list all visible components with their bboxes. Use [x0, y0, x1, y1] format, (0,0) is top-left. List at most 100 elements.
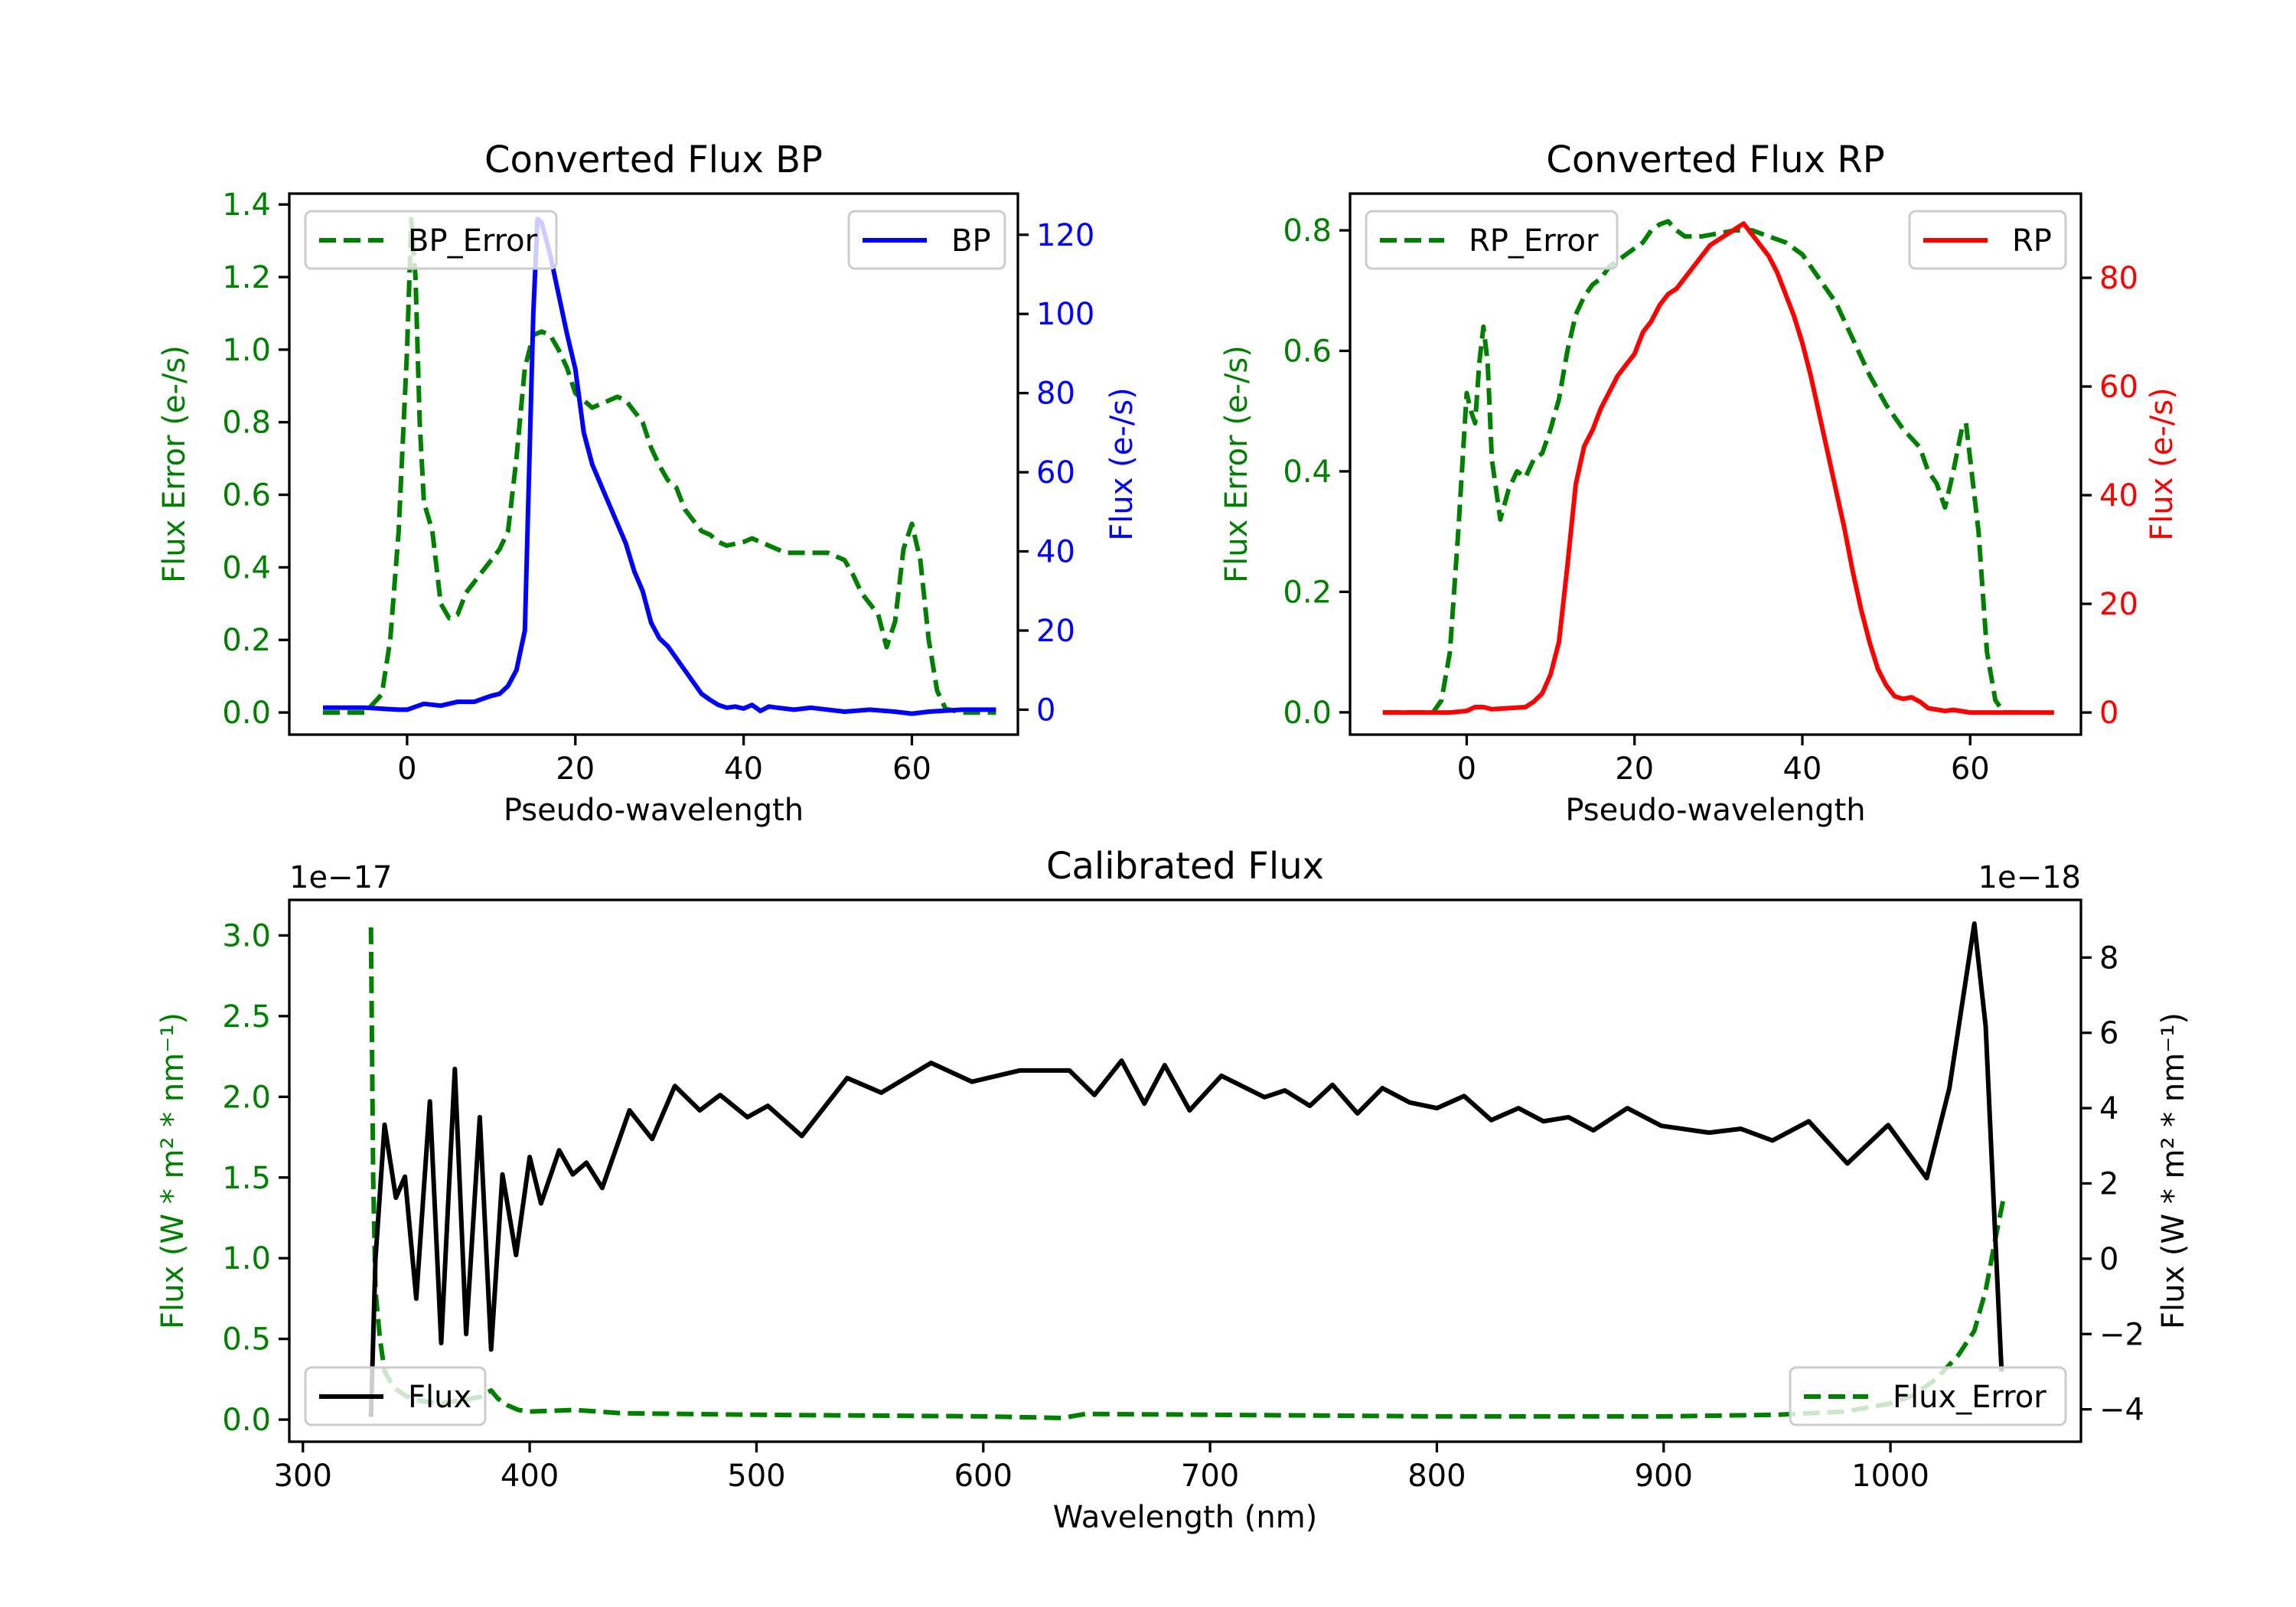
- x-axis-label: Pseudo-wavelength: [1565, 793, 1865, 828]
- y-left-tick-label: 0.8: [1283, 214, 1332, 249]
- x-tick-label: 20: [556, 751, 595, 787]
- y-left-tick-label: 0.2: [1283, 575, 1332, 610]
- y-right-tick-label: 60: [1036, 455, 1075, 491]
- bp-flux-chart: 0 20 40 60 0.0 0.2 0.4 0.6 0.8 1.0 1.2 1.4 0 20 40 60 80…: [157, 139, 1140, 828]
- x-tick-label: 800: [1407, 1459, 1466, 1494]
- legend-bp: BP: [847, 210, 1006, 270]
- series-line-rp-error: [1382, 219, 2021, 715]
- y-right-tick-label: 6: [2099, 1016, 2118, 1051]
- y-right-tick-label: 8: [2099, 940, 2118, 976]
- plot-area: [323, 217, 996, 716]
- y-left-tick-label: 0.2: [222, 623, 271, 658]
- calibrated-flux-chart: 300 400 500 600 700 800 900 1000 0.0 0.5 1.0 1.5 2.0…: [155, 845, 2191, 1535]
- y-left-tick-label: 2.0: [222, 1080, 271, 1115]
- y-right-tick-label: 80: [1036, 376, 1075, 412]
- y-right-axis-label: Flux (e-/s): [1104, 387, 1140, 540]
- y-right-tick-label: 100: [1036, 297, 1094, 332]
- legend-bp-error: BP_Error: [304, 210, 558, 270]
- chart-title: Converted Flux BP: [484, 139, 823, 181]
- y-right-tick-label: 120: [1036, 218, 1094, 253]
- legend-frame: [304, 1366, 487, 1426]
- y-right-tick-label: 0: [2099, 1242, 2118, 1277]
- y-right-tick-label: 20: [1036, 614, 1075, 649]
- y-left-axis-label: Flux (W * m² * nm⁻¹): [155, 1012, 191, 1329]
- y-left-tick-label: 1.5: [222, 1161, 271, 1196]
- y-left-tick-label: 1.2: [222, 260, 271, 295]
- x-tick-label: 40: [1783, 751, 1822, 787]
- series-line-flux: [368, 921, 2004, 1417]
- legend-rp-error: RP_Error: [1365, 210, 1619, 270]
- x-tick-label: 1000: [1851, 1459, 1929, 1494]
- legend-flux-error: Flux_Error: [1789, 1366, 2067, 1426]
- y-right-tick-label: 20: [2099, 587, 2138, 622]
- y-left-tick-label: 0.4: [1283, 455, 1332, 490]
- x-tick-label: 700: [1181, 1459, 1239, 1494]
- series-line-rp: [1382, 221, 2054, 715]
- y-right-axis-label: Flux (e-/s): [2144, 387, 2180, 540]
- x-axis-label: Pseudo-wavelength: [504, 793, 804, 828]
- x-tick-label: 300: [274, 1459, 332, 1494]
- x-tick-label: 900: [1635, 1459, 1693, 1494]
- plot-area: [1382, 219, 2054, 715]
- x-tick-label: 60: [1951, 751, 1990, 787]
- y-right-tick-label: 4: [2099, 1091, 2118, 1126]
- x-tick-label: 600: [954, 1459, 1013, 1494]
- x-tick-label: 400: [501, 1459, 559, 1494]
- y-left-tick-label: 3.0: [222, 918, 271, 953]
- legend-label: RP: [2012, 223, 2052, 259]
- y-right-tick-label: 80: [2099, 261, 2138, 296]
- y-left-tick-label: 1.0: [222, 1241, 271, 1276]
- series-line-flux-error: [368, 927, 2007, 1420]
- y-right-tick-label: 2: [2099, 1166, 2118, 1201]
- legend-rp: RP: [1908, 210, 2067, 270]
- series-line-bp: [323, 217, 996, 716]
- legend-frame: [1789, 1366, 2067, 1426]
- x-tick-label: 0: [1457, 751, 1476, 787]
- y-left-tick-label: 0.5: [222, 1322, 271, 1358]
- y-right-tick-label: 0: [2099, 696, 2118, 731]
- y-right-tick-label: −2: [2099, 1317, 2144, 1352]
- legend-frame: [304, 210, 558, 270]
- legend-label: RP_Error: [1469, 223, 1599, 259]
- x-tick-label: 40: [724, 751, 763, 787]
- y-left-tick-label: 1.4: [222, 187, 271, 223]
- legend-frame: [1365, 210, 1619, 270]
- y-right-offset-label: 1e−18: [1978, 860, 2081, 895]
- y-right-axis-label: Flux (W * m² * nm⁻¹): [2156, 1012, 2191, 1329]
- y-left-tick-label: 1.0: [222, 333, 271, 368]
- axes-frame: [288, 898, 2082, 1443]
- chart-title: Calibrated Flux: [1046, 845, 1324, 888]
- x-tick-label: 60: [892, 751, 931, 787]
- y-left-tick-label: 0.6: [222, 478, 271, 513]
- y-right-tick-label: 40: [2099, 478, 2138, 513]
- legend-label: Flux: [408, 1380, 471, 1415]
- y-right-tick-label: 0: [1036, 693, 1055, 728]
- y-left-tick-label: 0.6: [1283, 334, 1332, 369]
- y-right-tick-label: 60: [2099, 370, 2138, 405]
- y-left-tick-label: 0.8: [222, 406, 271, 441]
- y-left-offset-label: 1e−17: [289, 860, 392, 895]
- legend-label: BP: [951, 223, 991, 259]
- chart-title: Converted Flux RP: [1546, 139, 1884, 181]
- series-line-bp-error: [323, 217, 996, 715]
- x-tick-label: 20: [1615, 751, 1654, 787]
- y-right-tick-label: 40: [1036, 535, 1075, 570]
- y-right-tick-label: −4: [2099, 1393, 2144, 1428]
- y-left-tick-label: 2.5: [222, 999, 271, 1035]
- y-left-tick-label: 0.0: [1283, 696, 1332, 731]
- axes-frame: [288, 192, 1019, 736]
- legend-label: Flux_Error: [1893, 1380, 2047, 1415]
- y-left-axis-label: Flux Error (e-/s): [1219, 345, 1254, 583]
- x-tick-label: 500: [727, 1459, 785, 1494]
- legend-label: BP_Error: [408, 223, 538, 259]
- legend-flux: Flux: [304, 1366, 487, 1426]
- x-tick-label: 0: [397, 751, 416, 787]
- rp-flux-chart: 0 20 40 60 0.0 0.2 0.4 0.6 0.8 0 20 40 60 80 Converted…: [1219, 139, 2180, 828]
- y-left-tick-label: 0.0: [222, 696, 271, 731]
- y-left-axis-label: Flux Error (e-/s): [157, 345, 192, 583]
- y-left-tick-label: 0.4: [222, 550, 271, 585]
- x-axis-label: Wavelength (nm): [1053, 1500, 1318, 1535]
- axes-frame: [1349, 192, 2082, 736]
- y-left-tick-label: 0.0: [222, 1403, 271, 1438]
